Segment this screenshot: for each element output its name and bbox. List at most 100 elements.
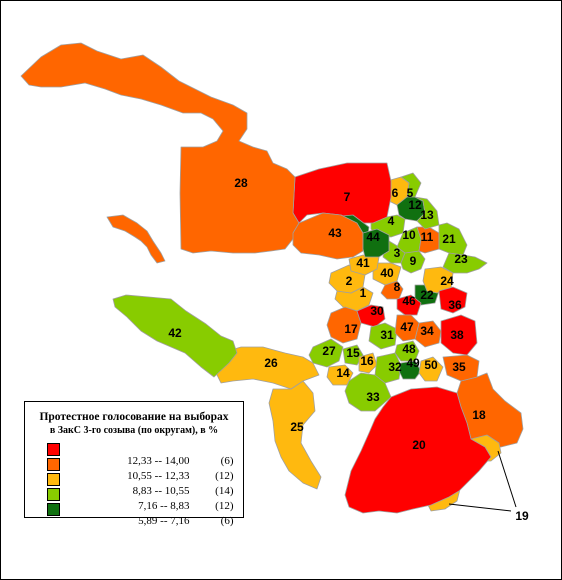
district-41 [348,254,380,276]
district-label: 49 [406,356,420,370]
district-20 [344,386,492,514]
district-label: 9 [410,254,417,268]
district-label: 17 [344,322,358,336]
legend-range: 8,83 -- 10,55 [132,485,190,497]
district-label: 11 [421,230,434,244]
legend-count: (12) [215,470,234,482]
district-label: 22 [420,288,434,302]
district-label: 7 [344,190,351,204]
district-label: 10 [402,228,416,242]
legend-count: (12) [215,500,234,512]
district-label: 6 [392,186,399,200]
legend-count: (6) [220,455,234,467]
district-9 [400,250,426,274]
district-label: 20 [412,438,426,452]
legend-count: (6) [220,515,234,527]
district-label: 28 [234,176,248,190]
legend-swatch [47,503,60,516]
district-29 [106,214,166,264]
legend-swatch [47,458,60,471]
district-label: 24 [440,274,454,288]
district-30 [356,304,386,328]
district-44 [362,228,390,258]
district-11 [416,226,440,254]
district-43 [292,212,364,260]
district-38 [440,314,478,356]
legend-subtitle: в ЗакС 3-го созыва (по округам), в % [49,425,219,436]
district-label: 36 [448,298,462,312]
legend-row: 12,33 -- 14,00 (6) [47,442,234,467]
district-label: 32 [388,360,402,374]
district-label: 47 [400,320,414,334]
district-42 [112,294,238,378]
legend-row: 7,16 -- 8,83 (12) [47,487,234,512]
district-26 [214,346,320,390]
district-label: 14 [336,366,350,380]
district-label: 4 [388,214,395,228]
district-50 [418,356,444,382]
legend-count: (14) [215,485,234,497]
district-label: 16 [360,354,374,368]
district-label: 2 [346,274,353,288]
legend-row: 5,89 -- 7,16 (6) [47,502,234,527]
district-label: 21 [442,232,456,246]
district-7 [292,162,392,224]
district-label: 3 [394,246,401,260]
district-label: 12 [408,198,422,212]
legend-range: 12,33 -- 14,00 [127,455,190,467]
legend-swatch [47,443,60,456]
legend-range: 5,89 -- 7,16 [138,515,190,527]
district-label: 25 [290,420,304,434]
legend-row: 8,83 -- 10,55 (14) [47,472,234,497]
district-label: 40 [380,266,394,280]
district-label: 43 [328,226,342,240]
district-label: 44 [366,230,380,244]
district-46 [396,294,422,316]
legend: Протестное голосование на выборах в ЗакС… [24,401,244,527]
district-36 [438,286,468,314]
district-17 [326,306,362,344]
district-label: 30 [370,304,384,318]
district-label: 42 [168,326,182,340]
district-label: 18 [472,408,486,422]
district-13 [414,196,440,230]
district-33 [344,372,392,412]
district-28 [20,42,300,254]
district-40 [372,262,402,286]
callout-line-19 [448,503,512,512]
legend-range: 7,16 -- 8,83 [138,500,190,512]
district-label: 38 [450,328,464,342]
legend-range: 10,55 -- 12,33 [127,470,190,482]
district-47 [394,314,420,342]
district-label: 35 [452,360,466,374]
district-31 [368,322,398,350]
legend-swatch [47,473,60,486]
district-label: 1 [360,286,367,300]
legend-row: 10,55 -- 12,33 (12) [47,457,234,482]
district-label: 8 [394,280,401,294]
district-label: 48 [402,342,416,356]
district-16 [358,352,378,374]
legend-title: Протестное голосование на выборах [39,411,229,423]
legend-swatch [47,488,60,501]
district-27 [308,338,344,368]
district-label: 34 [420,324,434,338]
district-label: 33 [366,390,380,404]
district-label: 19 [515,509,529,523]
district-label: 31 [380,328,394,342]
district-label: 50 [424,358,438,372]
district-label: 41 [356,256,370,270]
district-25 [268,380,322,490]
district-label: 15 [346,346,360,360]
district-label: 26 [264,356,278,370]
district-23 [442,252,488,274]
callout-line-19 [497,450,517,508]
district-label: 5 [407,186,414,200]
district-label: 23 [454,252,468,266]
district-label: 13 [420,208,434,222]
district-label: 27 [322,344,336,358]
district-label: 46 [402,294,416,308]
district-49 [398,360,422,380]
